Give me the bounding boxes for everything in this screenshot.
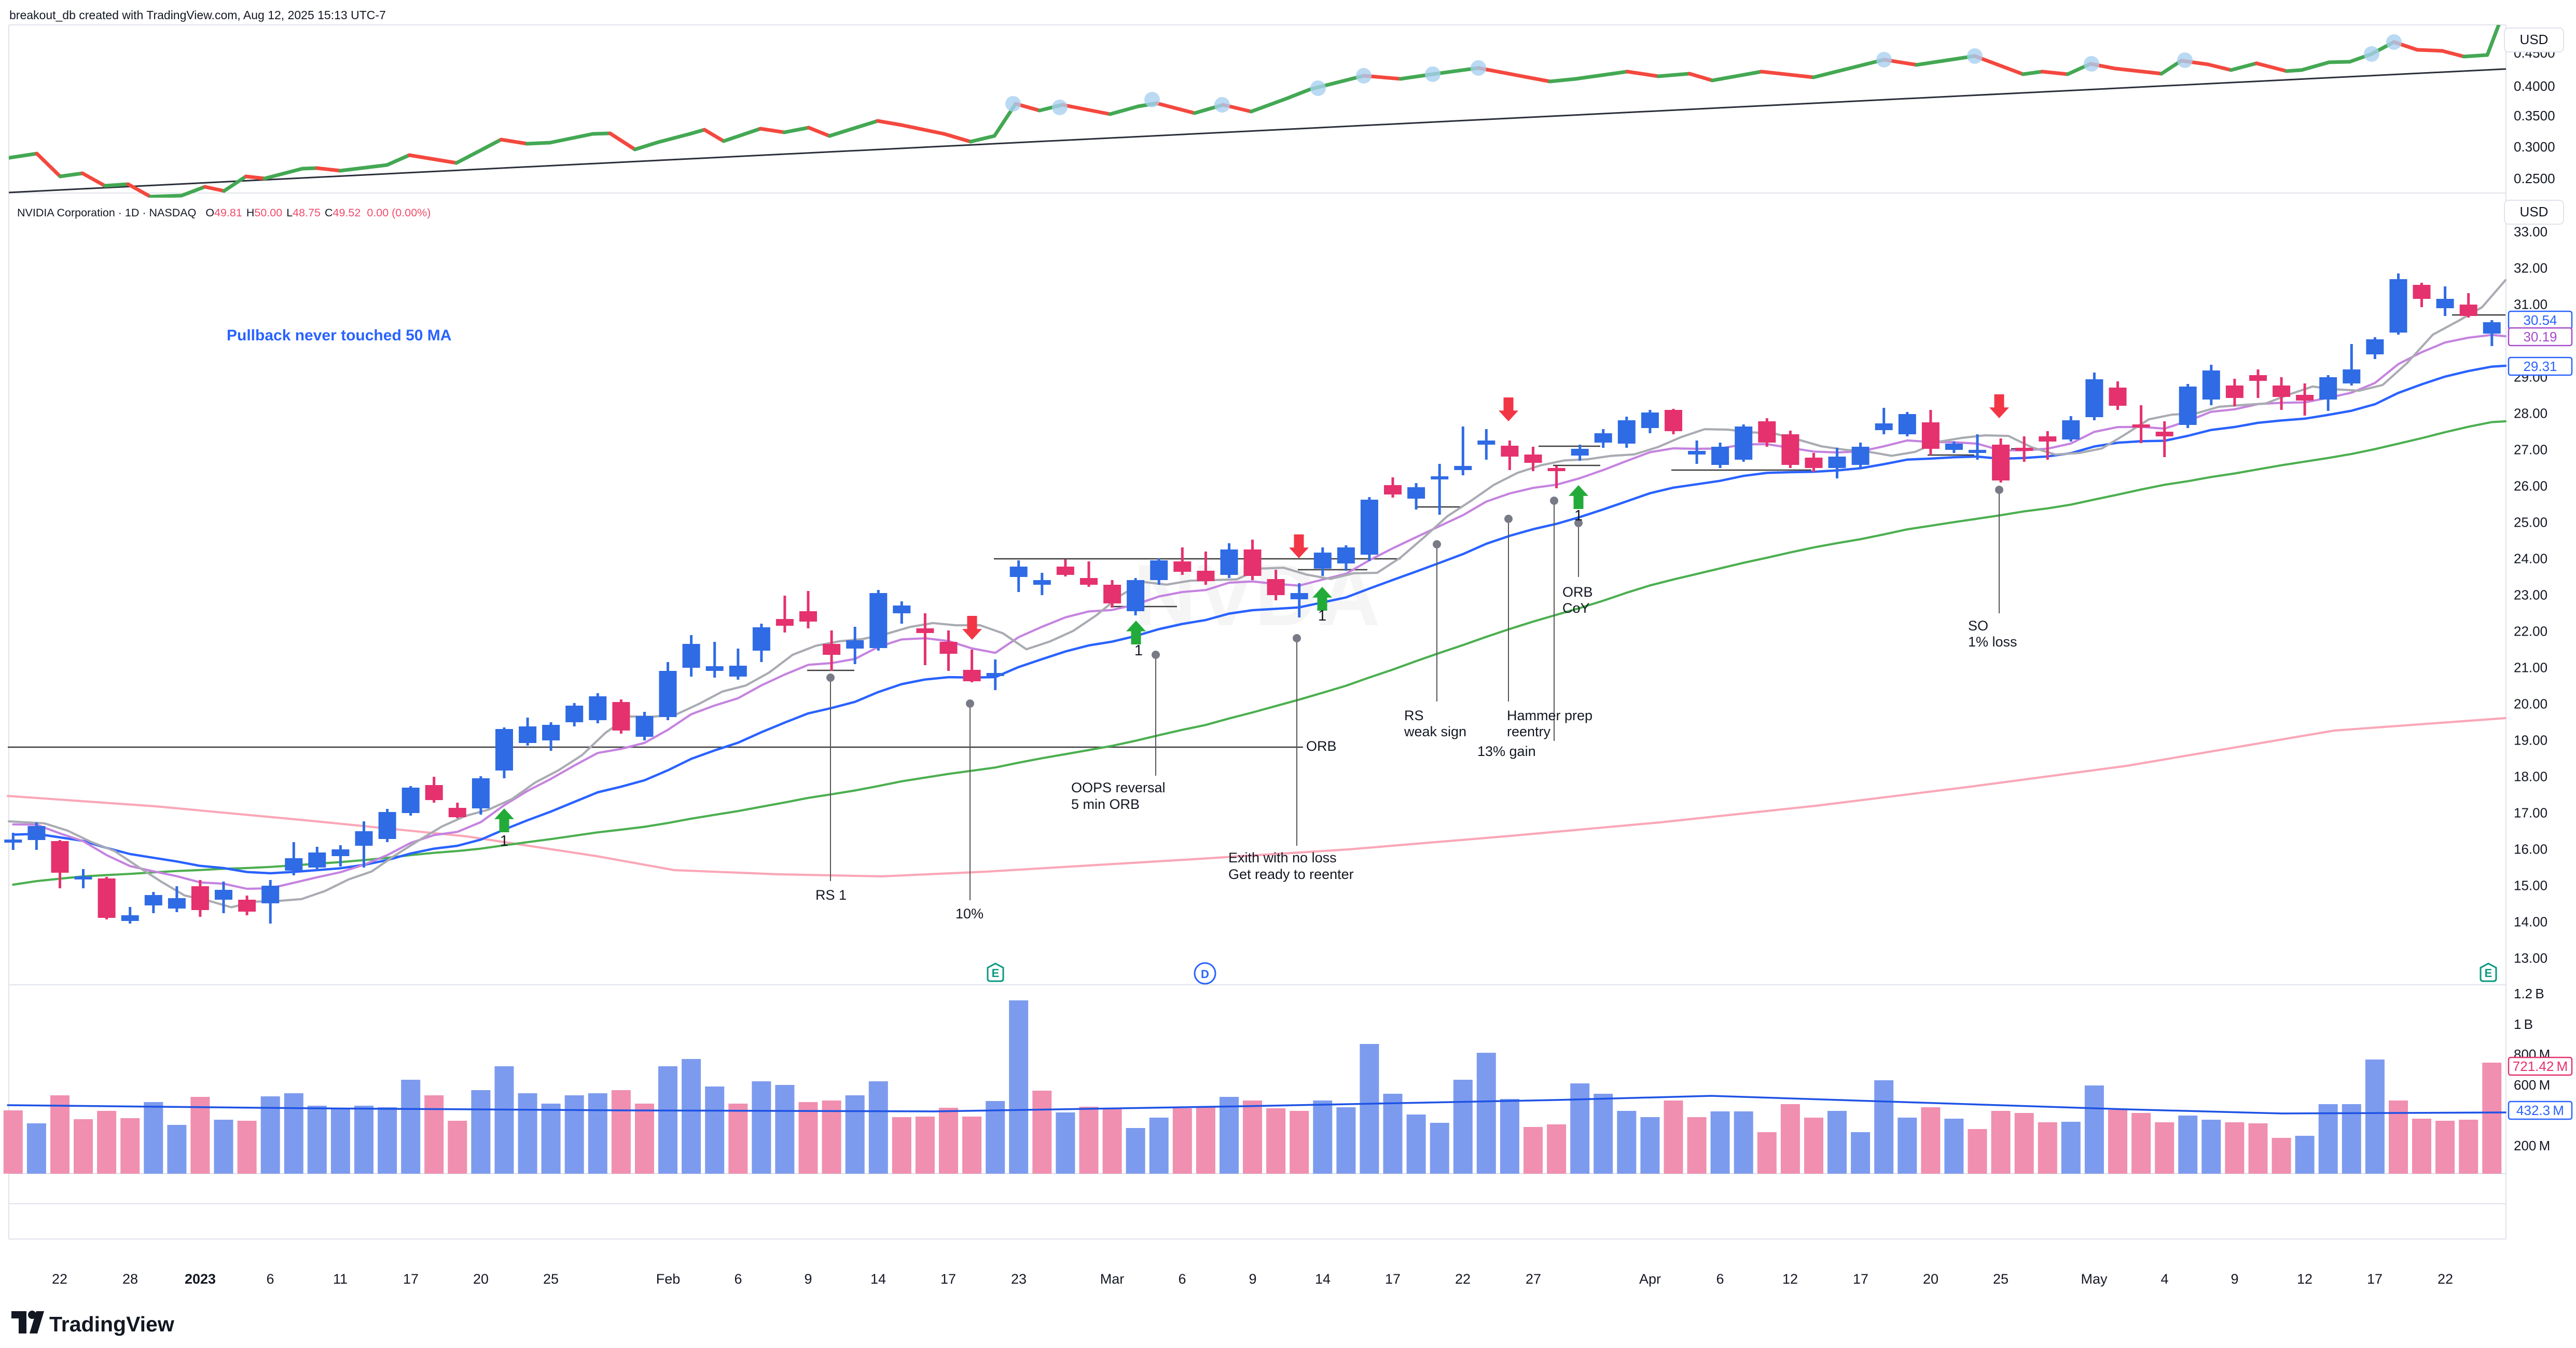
svg-text:432.3 M: 432.3 M xyxy=(2516,1103,2564,1118)
svg-text:NVIDIA Corporation · 1D · NASD: NVIDIA Corporation · 1D · NASDAQ O49.81 H5… xyxy=(17,207,431,219)
svg-text:1 B: 1 B xyxy=(2514,1016,2533,1032)
svg-text:29.31: 29.31 xyxy=(2523,359,2557,374)
svg-text:6: 6 xyxy=(1716,1271,1724,1287)
svg-text:1: 1 xyxy=(500,833,508,849)
svg-text:28.00: 28.00 xyxy=(2514,406,2547,421)
svg-text:21.00: 21.00 xyxy=(2514,660,2547,676)
svg-text:reentry: reentry xyxy=(1507,724,1551,739)
svg-text:weak sign: weak sign xyxy=(1404,724,1466,739)
svg-text:2023: 2023 xyxy=(185,1271,216,1287)
svg-text:11: 11 xyxy=(333,1271,348,1287)
svg-text:1% loss: 1% loss xyxy=(1968,634,2017,650)
svg-text:TradingView: TradingView xyxy=(49,1312,174,1336)
svg-text:6: 6 xyxy=(1178,1271,1186,1287)
svg-text:26.00: 26.00 xyxy=(2514,478,2547,494)
svg-text:17: 17 xyxy=(1385,1271,1401,1287)
svg-text:200 M: 200 M xyxy=(2514,1138,2550,1153)
svg-text:600 M: 600 M xyxy=(2514,1077,2550,1093)
svg-text:24.00: 24.00 xyxy=(2514,551,2547,567)
svg-text:14.00: 14.00 xyxy=(2514,914,2547,930)
svg-text:12: 12 xyxy=(2297,1271,2312,1287)
svg-text:Get ready to reenter: Get ready to reenter xyxy=(1228,866,1354,882)
svg-text:18.00: 18.00 xyxy=(2514,769,2547,785)
svg-text:25: 25 xyxy=(543,1271,559,1287)
svg-text:33.00: 33.00 xyxy=(2514,224,2547,240)
svg-text:20.00: 20.00 xyxy=(2514,696,2547,712)
svg-text:30.19: 30.19 xyxy=(2523,329,2557,345)
svg-text:27: 27 xyxy=(1526,1271,1541,1287)
svg-text:breakout_db created with Tradi: breakout_db created with TradingView.com… xyxy=(9,8,386,22)
svg-text:13% gain: 13% gain xyxy=(1477,744,1536,759)
svg-text:ORB: ORB xyxy=(1306,738,1337,754)
svg-text:12: 12 xyxy=(1782,1271,1798,1287)
svg-text:20: 20 xyxy=(1923,1271,1938,1287)
svg-text:10%: 10% xyxy=(955,906,984,921)
svg-text:28: 28 xyxy=(122,1271,138,1287)
svg-text:Feb: Feb xyxy=(656,1271,681,1287)
svg-text:E: E xyxy=(992,967,1000,980)
svg-text:22.00: 22.00 xyxy=(2514,624,2547,639)
svg-text:SO: SO xyxy=(1968,618,1988,634)
svg-text:ORB: ORB xyxy=(1562,584,1593,600)
svg-text:1: 1 xyxy=(1574,507,1583,524)
svg-text:0.2500: 0.2500 xyxy=(2514,171,2555,186)
svg-text:16.00: 16.00 xyxy=(2514,842,2547,857)
svg-text:9: 9 xyxy=(804,1271,812,1287)
svg-text:May: May xyxy=(2081,1271,2108,1287)
svg-text:Exith with no loss: Exith with no loss xyxy=(1228,850,1337,865)
svg-text:22: 22 xyxy=(2437,1271,2453,1287)
svg-text:19.00: 19.00 xyxy=(2514,733,2547,748)
svg-text:USD: USD xyxy=(2520,32,2549,47)
svg-text:E: E xyxy=(2485,967,2492,980)
svg-text:17.00: 17.00 xyxy=(2514,805,2547,821)
svg-text:Hammer prep: Hammer prep xyxy=(1507,708,1592,723)
svg-text:OOPS reversal: OOPS reversal xyxy=(1071,780,1166,795)
svg-text:Apr: Apr xyxy=(1639,1271,1661,1287)
svg-text:20: 20 xyxy=(473,1271,489,1287)
svg-text:9: 9 xyxy=(2231,1271,2238,1287)
svg-text:17: 17 xyxy=(940,1271,956,1287)
svg-text:23.00: 23.00 xyxy=(2514,587,2547,603)
svg-text:D: D xyxy=(1201,968,1209,981)
svg-text:721.42 M: 721.42 M xyxy=(2513,1058,2568,1074)
svg-text:0.4000: 0.4000 xyxy=(2514,78,2555,94)
svg-text:32.00: 32.00 xyxy=(2514,260,2547,276)
svg-text:4: 4 xyxy=(2160,1271,2168,1287)
svg-text:14: 14 xyxy=(1315,1271,1331,1287)
svg-text:17: 17 xyxy=(1853,1271,1868,1287)
svg-text:1: 1 xyxy=(1134,642,1143,659)
svg-text:17: 17 xyxy=(403,1271,419,1287)
svg-text:CoY: CoY xyxy=(1562,600,1590,616)
svg-text:17: 17 xyxy=(2367,1271,2383,1287)
svg-text:22: 22 xyxy=(1455,1271,1471,1287)
svg-text:13.00: 13.00 xyxy=(2514,951,2547,966)
svg-text:9: 9 xyxy=(1249,1271,1256,1287)
svg-text:14: 14 xyxy=(870,1271,886,1287)
svg-text:5 min ORB: 5 min ORB xyxy=(1071,796,1140,812)
svg-text:25.00: 25.00 xyxy=(2514,515,2547,530)
svg-text:RS: RS xyxy=(1404,708,1424,723)
svg-text:1: 1 xyxy=(1318,608,1326,624)
svg-text:31.00: 31.00 xyxy=(2514,297,2547,312)
svg-text:6: 6 xyxy=(266,1271,274,1287)
svg-text:RS 1: RS 1 xyxy=(815,887,847,903)
svg-text:27.00: 27.00 xyxy=(2514,442,2547,458)
svg-text:USD: USD xyxy=(2520,204,2549,219)
svg-text:Pullback never touched 50 MA: Pullback never touched 50 MA xyxy=(227,327,451,344)
svg-text:22: 22 xyxy=(52,1271,67,1287)
svg-text:0.3000: 0.3000 xyxy=(2514,139,2555,155)
svg-text:25: 25 xyxy=(1993,1271,2009,1287)
svg-text:15.00: 15.00 xyxy=(2514,878,2547,893)
svg-text:23: 23 xyxy=(1011,1271,1027,1287)
svg-text:0.3500: 0.3500 xyxy=(2514,108,2555,123)
svg-text:1.2 B: 1.2 B xyxy=(2514,986,2544,1001)
svg-text:Mar: Mar xyxy=(1100,1271,1125,1287)
svg-text:30.54: 30.54 xyxy=(2523,312,2557,328)
svg-text:6: 6 xyxy=(734,1271,742,1287)
